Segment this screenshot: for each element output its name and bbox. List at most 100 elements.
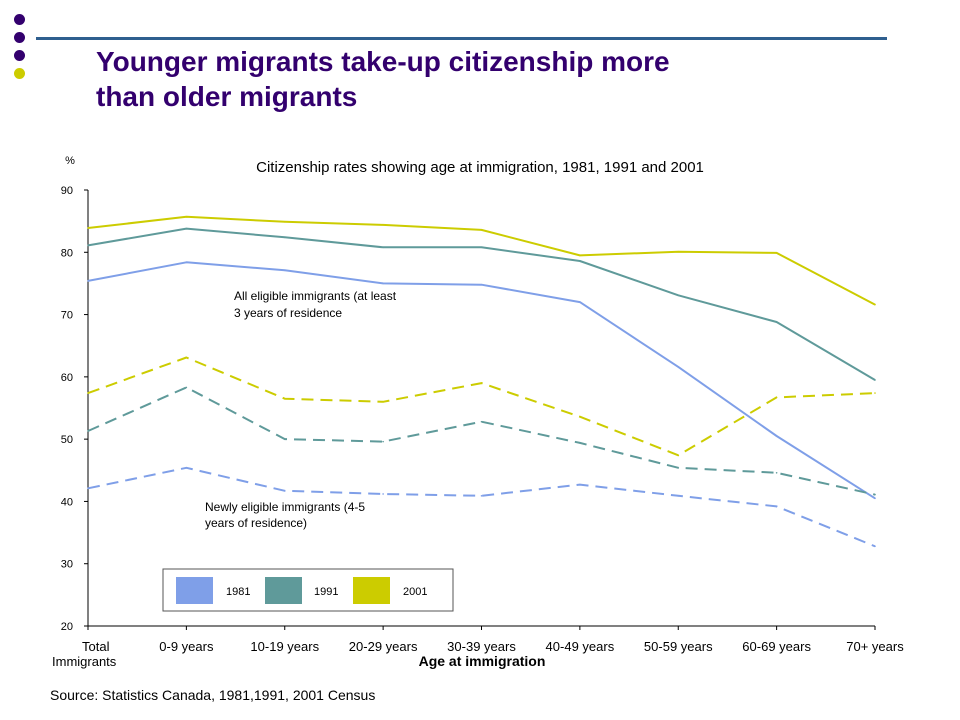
data-point-newly_eligible-1991-8	[874, 493, 876, 496]
data-point-all_eligible-1991-5	[579, 260, 581, 262]
data-point-newly_eligible-1981-2	[283, 490, 286, 492]
slide-title: Younger migrants take-up citizenship mor…	[96, 44, 896, 114]
data-point-newly_eligible-1991-3	[382, 440, 384, 443]
data-point-newly_eligible-1981-5	[579, 483, 581, 486]
data-point-newly_eligible-1991-7	[775, 471, 778, 474]
data-point-all_eligible-1981-4	[480, 283, 483, 286]
slide-title-line-2: than older migrants	[96, 81, 358, 112]
y-tick-label-20: 20	[61, 621, 73, 633]
data-point-newly_eligible-2001-5	[579, 415, 581, 418]
y-tick-label-50: 50	[61, 434, 73, 446]
data-point-all_eligible-1991-2	[283, 236, 286, 239]
bullet-dot-4	[14, 68, 25, 79]
x-tick-label-1: 0-9 years	[159, 639, 214, 654]
data-point-newly_eligible-1981-0	[87, 487, 89, 490]
data-point-all_eligible-1991-3	[382, 246, 384, 249]
data-point-all_eligible-1981-0	[87, 280, 89, 282]
legend-label-2001: 2001	[403, 586, 427, 598]
data-point-newly_eligible-1981-7	[775, 505, 778, 508]
x-tick-label-6: 50-59 years	[644, 639, 713, 654]
data-point-newly_eligible-1991-0	[87, 430, 89, 432]
data-point-newly_eligible-1981-3	[382, 493, 384, 495]
x-tick-label-0-line-2: Immigrants	[52, 654, 117, 669]
slide-title-line-1: Younger migrants take-up citizenship mor…	[96, 46, 670, 77]
x-tick-label-2: 10-19 years	[250, 639, 319, 654]
legend-swatch-2001	[353, 577, 390, 604]
data-point-newly_eligible-1981-1	[185, 466, 188, 469]
y-tick-label-90: 90	[61, 185, 73, 197]
x-axis-title: Age at immigration	[419, 653, 546, 669]
y-tick-label-40: 40	[61, 496, 73, 508]
data-point-all_eligible-1991-8	[874, 379, 876, 381]
data-point-newly_eligible-2001-4	[480, 382, 483, 384]
series-line-all_eligible-1991	[87, 227, 876, 381]
data-point-all_eligible-1981-8	[874, 497, 876, 500]
data-point-all_eligible-1991-7	[775, 321, 778, 323]
chart-title: Citizenship rates showing age at immigra…	[256, 159, 704, 176]
x-tick-label-8: 70+ years	[846, 639, 904, 654]
data-point-newly_eligible-1981-4	[480, 495, 483, 497]
legend-swatch-1981	[176, 577, 213, 604]
data-point-all_eligible-2001-8	[874, 303, 876, 306]
annotation-all-eligible-line-2: 3 years of residence	[234, 306, 342, 320]
data-point-all_eligible-1981-5	[579, 301, 581, 303]
data-point-newly_eligible-2001-3	[382, 400, 384, 403]
data-point-all_eligible-2001-1	[185, 215, 188, 218]
data-point-newly_eligible-1991-6	[677, 466, 680, 469]
data-point-newly_eligible-1991-4	[480, 420, 483, 423]
series-line-newly_eligible-2001	[87, 356, 876, 457]
legend-label-1981: 1981	[226, 586, 250, 598]
data-point-newly_eligible-2001-1	[185, 356, 188, 359]
data-point-newly_eligible-1991-2	[283, 438, 286, 440]
data-point-all_eligible-1991-6	[677, 294, 680, 297]
data-point-all_eligible-2001-2	[283, 220, 286, 223]
data-point-all_eligible-2001-7	[775, 252, 778, 254]
data-point-all_eligible-1991-0	[87, 244, 89, 247]
x-tick-label-3: 20-29 years	[349, 639, 418, 654]
y-tick-label-80: 80	[61, 247, 73, 259]
citizenship-chart: Citizenship rates showing age at immigra…	[52, 155, 904, 669]
data-point-all_eligible-2001-6	[677, 250, 680, 253]
data-point-newly_eligible-1981-6	[677, 495, 680, 497]
y-tick-label-60: 60	[61, 372, 73, 384]
series-line-newly_eligible-1981	[87, 466, 876, 548]
data-point-all_eligible-1981-6	[677, 366, 680, 368]
legend-swatch-1991	[265, 577, 302, 604]
source-note: Source: Statistics Canada, 1981,1991, 20…	[50, 687, 376, 703]
annotation-newly-eligible-line-1: Newly eligible immigrants (4-5	[205, 500, 365, 514]
series-line-newly_eligible-1991	[87, 386, 876, 496]
data-point-all_eligible-1991-4	[480, 246, 483, 249]
data-point-newly_eligible-2001-2	[283, 397, 286, 400]
data-point-all_eligible-2001-3	[382, 224, 384, 226]
y-tick-label-30: 30	[61, 559, 73, 571]
data-point-newly_eligible-1981-8	[874, 545, 876, 548]
title-rule	[36, 37, 887, 40]
data-point-newly_eligible-1991-5	[579, 442, 581, 444]
data-point-newly_eligible-2001-6	[677, 454, 680, 457]
data-point-newly_eligible-2001-8	[874, 392, 876, 394]
x-tick-label-7: 60-69 years	[742, 639, 811, 654]
data-point-all_eligible-2001-5	[579, 254, 581, 257]
data-point-newly_eligible-2001-0	[87, 392, 89, 394]
annotation-newly-eligible-line-2: years of residence)	[205, 516, 307, 530]
x-tick-label-5: 40-49 years	[546, 639, 615, 654]
data-point-newly_eligible-1991-1	[185, 386, 188, 389]
data-point-all_eligible-1981-1	[185, 261, 188, 264]
data-point-all_eligible-1981-2	[283, 269, 286, 272]
data-point-all_eligible-1981-7	[775, 435, 778, 437]
bullet-dot-1	[14, 14, 25, 25]
data-point-all_eligible-2001-0	[87, 227, 89, 229]
data-point-all_eligible-1981-3	[382, 282, 384, 285]
x-tick-label-0-line-1: Total	[82, 639, 110, 654]
annotation-all-eligible-line-1: All eligible immigrants (at least	[234, 289, 397, 303]
bullet-dot-2	[14, 32, 25, 43]
x-tick-label-4: 30-39 years	[447, 639, 516, 654]
legend-label-1991: 1991	[314, 586, 338, 598]
y-tick-label-70: 70	[61, 310, 73, 322]
data-point-all_eligible-1991-1	[185, 227, 188, 230]
data-point-all_eligible-2001-4	[480, 229, 483, 231]
y-axis-unit-label: %	[65, 155, 75, 167]
series-line-all_eligible-1981	[87, 261, 876, 500]
data-point-newly_eligible-2001-7	[775, 396, 778, 399]
bullet-dot-3	[14, 50, 25, 61]
